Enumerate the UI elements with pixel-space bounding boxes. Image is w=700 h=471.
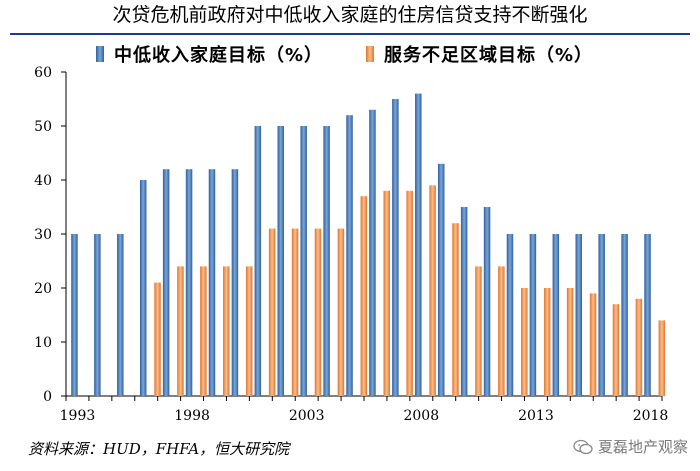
- bar-low-income: [185, 169, 193, 396]
- bar-low-income: [552, 234, 560, 396]
- bar-low-income: [621, 234, 628, 396]
- x-tick-label: 2013: [518, 408, 554, 424]
- bar-underserved: [360, 196, 368, 396]
- bar-underserved: [314, 228, 322, 396]
- bar-underserved: [498, 266, 505, 396]
- bar-low-income: [231, 169, 239, 396]
- bar-low-income: [94, 234, 101, 396]
- legend-swatch: [366, 46, 374, 62]
- bar-low-income: [117, 234, 124, 396]
- y-tick-label: 50: [34, 119, 52, 135]
- bar-underserved: [154, 282, 161, 396]
- bar-underserved: [543, 288, 551, 396]
- bar-low-income: [346, 115, 353, 396]
- axes: 0 10 20 30 40 50 60 1993 1998 2003 2008 2013 2018: [34, 65, 668, 424]
- x-tick-label: 1993: [60, 408, 96, 424]
- bar-underserved: [245, 266, 253, 396]
- bar-underserved: [452, 223, 459, 396]
- bar-low-income: [369, 109, 376, 397]
- watermark-text: 夏磊地产观察: [597, 438, 688, 456]
- bar-underserved: [658, 320, 666, 396]
- bars: [71, 93, 666, 397]
- bar-low-income: [208, 169, 216, 396]
- bar-low-income: [392, 99, 399, 396]
- bar-low-income: [644, 234, 651, 396]
- bar-low-income: [437, 163, 445, 396]
- source-note: 资料来源：HUD，FHFA，恒大研究院: [28, 440, 290, 458]
- y-tick-label: 30: [34, 227, 52, 243]
- bar-underserved: [383, 190, 390, 396]
- bar-underserved: [200, 266, 207, 396]
- bar-underserved: [406, 190, 413, 396]
- bar-underserved: [337, 228, 345, 396]
- bar-underserved: [589, 293, 597, 396]
- chart-title: 次贷危机前政府对中低收入家庭的住房信贷支持不断强化: [112, 4, 588, 26]
- watermark: 夏磊地产观察: [573, 436, 688, 457]
- bar-underserved: [223, 266, 230, 396]
- x-tick-label: 2018: [633, 408, 669, 424]
- bar-low-income: [300, 126, 307, 396]
- bar-chart: 中低收入家庭目标（%） 服务不足区域目标（%） 0 10 20 30 40 50 60 1993…: [34, 44, 668, 424]
- bar-underserved: [177, 266, 184, 396]
- bar-underserved: [291, 228, 299, 396]
- legend: 中低收入家庭目标（%） 服务不足区域目标（%）: [96, 44, 593, 66]
- bar-low-income: [162, 169, 170, 396]
- bar-underserved: [612, 304, 620, 396]
- bar-low-income: [575, 234, 583, 396]
- bar-underserved: [521, 288, 528, 396]
- bar-low-income: [277, 126, 285, 396]
- bar-underserved: [635, 298, 643, 396]
- y-tick-label: 20: [34, 281, 52, 297]
- x-tick-label: 2008: [403, 408, 439, 424]
- bar-low-income: [415, 93, 422, 396]
- y-tick-label: 10: [34, 335, 52, 351]
- wechat-icon: [573, 439, 593, 454]
- bar-underserved: [429, 185, 436, 396]
- legend-swatch: [96, 46, 104, 62]
- bar-low-income: [71, 234, 78, 396]
- legend-label: 中低收入家庭目标（%）: [114, 44, 323, 66]
- x-tick-label: 1998: [174, 408, 210, 424]
- y-tick-label: 60: [34, 65, 52, 81]
- title-divider: [10, 33, 690, 35]
- bar-low-income: [323, 126, 330, 396]
- bar-low-income: [254, 126, 262, 396]
- bar-low-income: [483, 207, 491, 396]
- bar-low-income: [139, 180, 147, 396]
- bar-low-income: [598, 234, 605, 396]
- y-tick-label: 0: [43, 389, 52, 405]
- bar-underserved: [475, 266, 482, 396]
- x-tick-label: 2003: [289, 408, 325, 424]
- bar-low-income: [529, 234, 537, 396]
- bar-underserved: [566, 288, 574, 396]
- bar-low-income: [460, 207, 468, 396]
- legend-label: 服务不足区域目标（%）: [384, 44, 593, 66]
- bar-underserved: [268, 228, 276, 396]
- y-tick-label: 40: [34, 173, 52, 189]
- bar-low-income: [506, 234, 514, 396]
